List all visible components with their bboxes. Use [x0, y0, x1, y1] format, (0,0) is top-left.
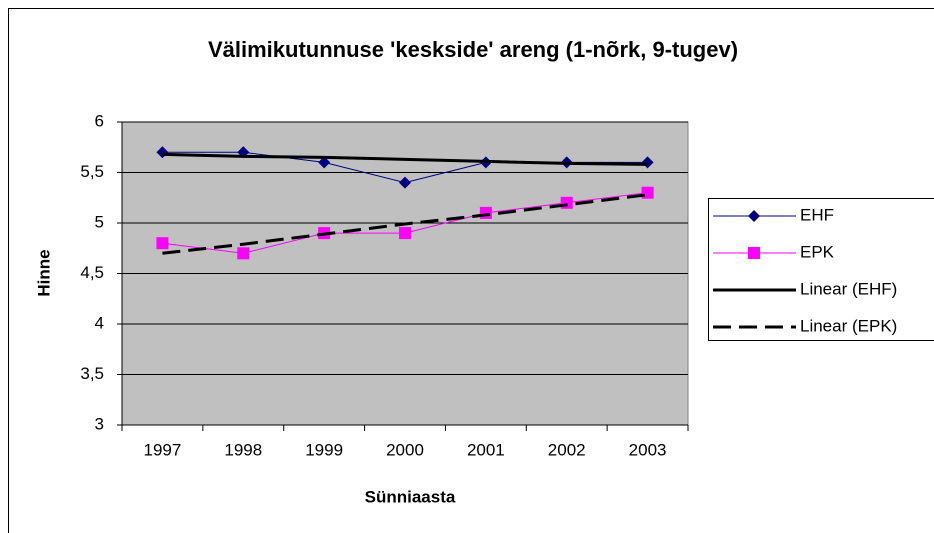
data-point — [318, 156, 331, 169]
chart-title: Välimikutunnuse 'keskside' areng (1-nõrk… — [208, 37, 738, 62]
x-tick-label: 2000 — [386, 440, 424, 459]
data-point — [156, 237, 169, 250]
chart-border — [8, 8, 934, 533]
data-point — [399, 227, 411, 240]
x-tick-label: 2003 — [629, 440, 667, 459]
data-point — [399, 176, 411, 189]
x-axis-label: Sünniaasta — [365, 487, 456, 506]
data-point — [237, 247, 250, 260]
legend-label: Linear (EPK) — [800, 316, 897, 335]
y-axis-label: Hinne — [34, 249, 53, 296]
legend-marker — [748, 247, 760, 259]
x-tick-label: 2002 — [548, 440, 586, 459]
series-line — [162, 193, 648, 255]
x-tick-label: 2001 — [467, 440, 505, 459]
y-tick-label: 5 — [95, 212, 104, 231]
y-tick-label: 5,5 — [80, 162, 104, 181]
legend-label: EPK — [800, 242, 835, 261]
data-point — [641, 186, 654, 199]
x-tick-label: 1999 — [305, 440, 343, 459]
legend-marker — [748, 210, 760, 222]
legend-label: Linear (EHF) — [800, 279, 897, 298]
x-tick-label: 1997 — [144, 440, 182, 459]
data-point — [560, 196, 573, 209]
series-line — [162, 152, 648, 166]
y-tick-label: 4,5 — [80, 263, 104, 282]
y-tick-label: 3,5 — [80, 364, 104, 383]
legend-box — [708, 198, 934, 341]
y-tick-label: 3 — [95, 414, 104, 433]
y-tick-label: 4 — [95, 313, 104, 332]
legend-label: EHF — [800, 205, 834, 224]
y-tick-label: 6 — [95, 111, 104, 130]
data-point — [479, 206, 492, 219]
x-tick-label: 1998 — [224, 440, 262, 459]
